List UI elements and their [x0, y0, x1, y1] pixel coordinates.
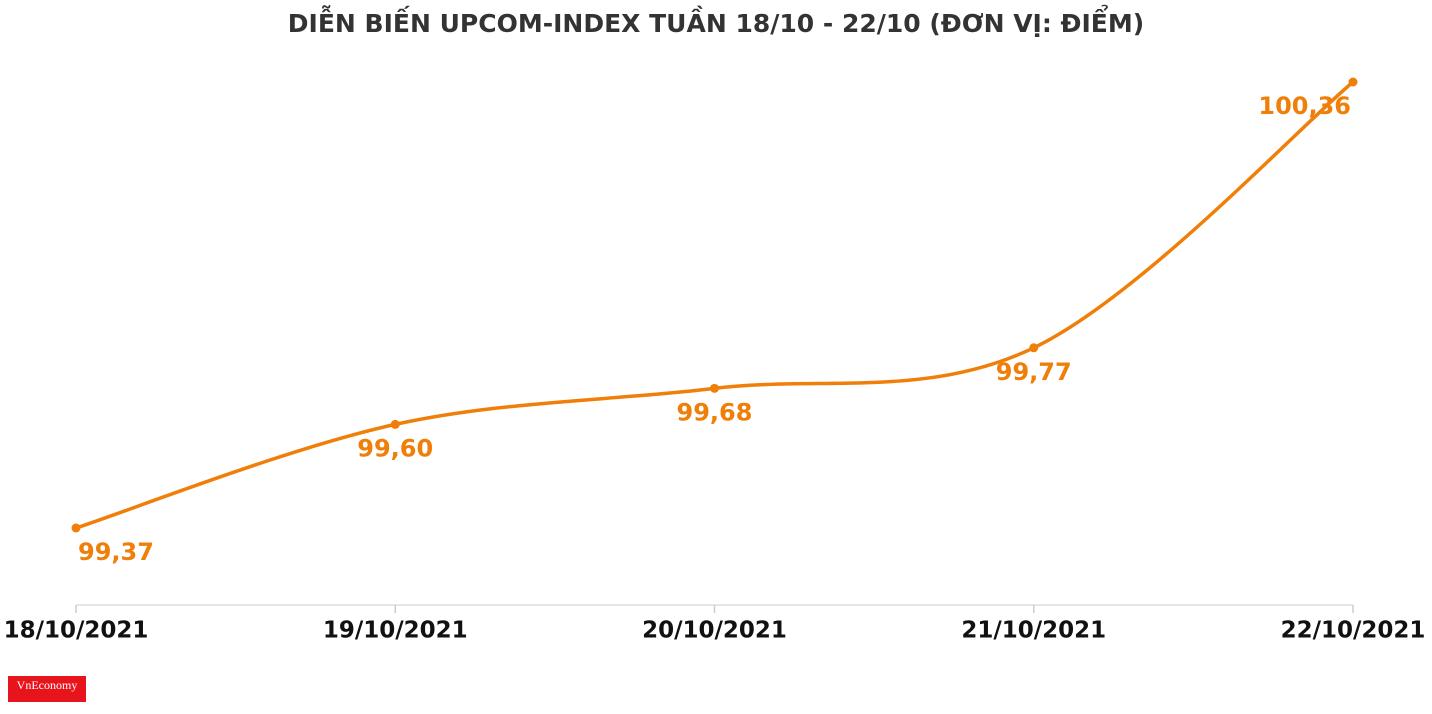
value-label: 99,37 — [78, 538, 154, 566]
chart-title: DIỄN BIẾN UPCOM-INDEX TUẦN 18/10 - 22/10… — [288, 4, 1144, 38]
x-tick-label: 20/10/2021 — [642, 618, 787, 644]
point — [390, 419, 400, 429]
x-tick-label: 18/10/2021 — [4, 618, 149, 644]
x-tick-label: 22/10/2021 — [1281, 618, 1426, 644]
point — [1348, 77, 1358, 87]
value-label: 100,36 — [1258, 92, 1351, 120]
point — [1029, 343, 1039, 353]
point — [710, 383, 719, 393]
value-label: 99,77 — [996, 358, 1072, 386]
value-label: 99,68 — [677, 398, 753, 426]
value-label: 99,60 — [357, 434, 433, 462]
point — [71, 523, 81, 533]
logo: VnEconomy — [17, 678, 78, 692]
line — [75, 80, 1355, 530]
x-tick-label: 19/10/2021 — [323, 618, 468, 644]
logo-box — [8, 676, 86, 702]
x-tick-label: 21/10/2021 — [961, 618, 1106, 644]
